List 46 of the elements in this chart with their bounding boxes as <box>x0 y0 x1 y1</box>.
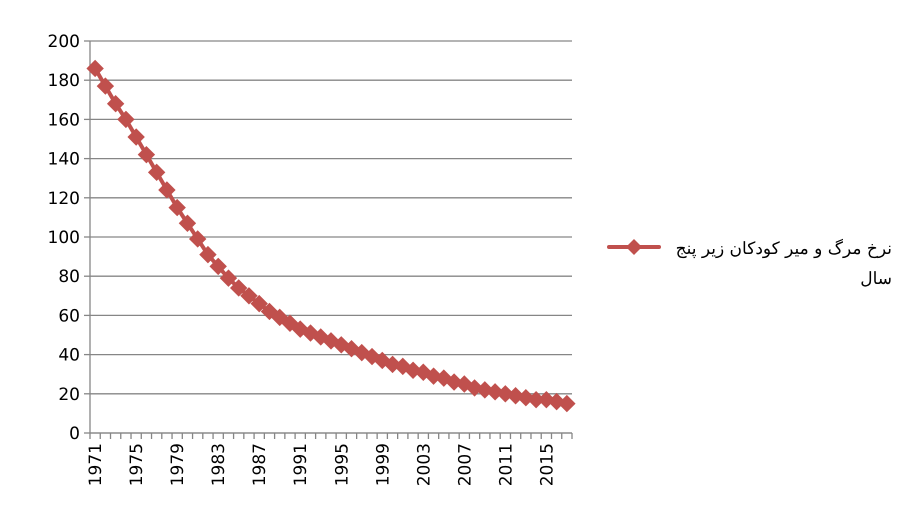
y-tick-label: 140 <box>48 150 80 170</box>
point <box>281 314 298 332</box>
point <box>117 110 134 128</box>
x-tick-label: 1995 <box>332 443 352 486</box>
x-tick-label: 1987 <box>250 443 270 486</box>
x-tick-label: 2011 <box>496 443 516 486</box>
point <box>230 279 248 296</box>
point <box>220 270 237 287</box>
y-tick-label: 100 <box>48 228 80 248</box>
x-tick-label: 2007 <box>455 443 476 486</box>
point <box>240 287 258 304</box>
point <box>189 230 206 248</box>
y-tick-label: 120 <box>48 188 80 209</box>
point <box>199 246 216 264</box>
y-tick-label: 80 <box>58 267 80 288</box>
point <box>332 336 350 354</box>
point <box>96 78 114 95</box>
x-tick-label: 1971 <box>86 443 106 486</box>
x-tick-label: 1975 <box>127 443 148 486</box>
y-tick-label: 40 <box>58 346 80 366</box>
point <box>107 95 124 112</box>
x-tick-label: 2015 <box>537 443 558 486</box>
y-tick-label: 160 <box>48 110 80 130</box>
x-tick-label: 1983 <box>209 443 230 486</box>
y-tick-label: 20 <box>58 384 80 405</box>
x-tick-label: 1991 <box>291 443 312 486</box>
y-tick-label: 180 <box>48 71 80 92</box>
point <box>138 146 155 164</box>
x-tick-label: 1999 <box>373 443 394 486</box>
point <box>158 181 176 198</box>
point <box>250 295 268 312</box>
point <box>271 308 288 326</box>
point <box>260 302 278 320</box>
x-tick-label: 2003 <box>414 443 434 486</box>
legend-label: نرخ مرگ و میر کودکان زیر پنج سال <box>674 238 892 291</box>
y-tick-label: 200 <box>48 32 80 52</box>
y-tick-label: 60 <box>58 306 80 326</box>
x-tick-label: 1979 <box>168 443 188 486</box>
point <box>168 199 186 216</box>
point <box>364 348 381 366</box>
y-tick-label: 0 <box>69 424 80 444</box>
point <box>128 128 145 146</box>
point <box>210 258 227 275</box>
point <box>86 60 104 77</box>
point <box>148 164 166 181</box>
point <box>178 214 196 232</box>
